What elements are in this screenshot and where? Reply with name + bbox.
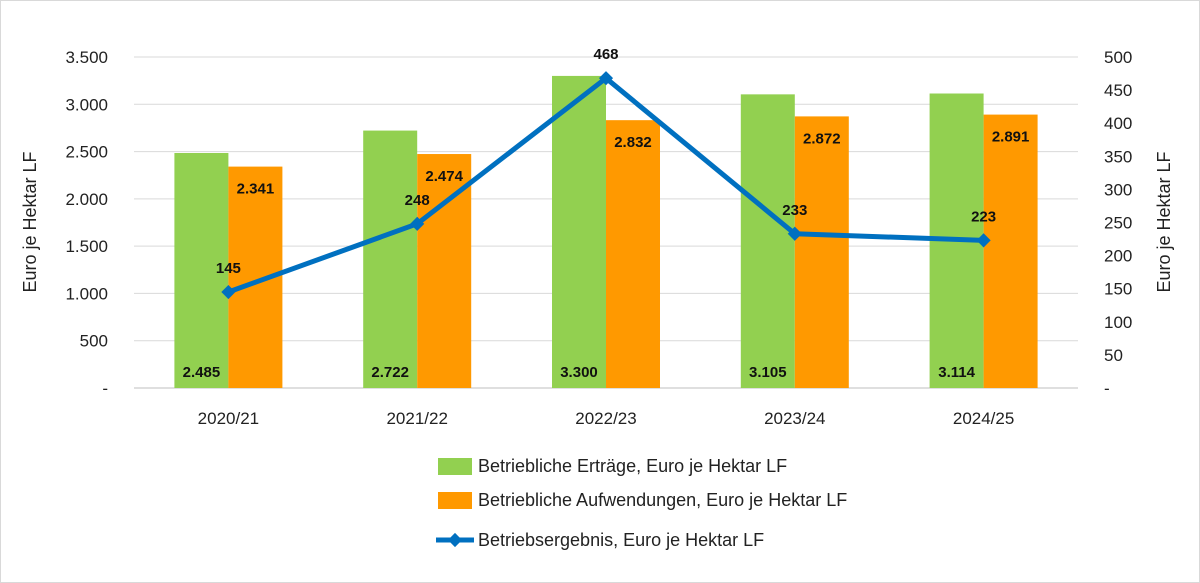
right-axis-title: Euro je Hektar LF <box>1154 151 1174 292</box>
left-tick-label: 3.500 <box>65 48 108 67</box>
bar-aufwendungen <box>794 116 849 388</box>
legend-label-aufwendungen: Betriebliche Aufwendungen, Euro je Hekta… <box>478 490 847 510</box>
data-label-aufwendungen: 2.341 <box>237 181 275 198</box>
x-tick-label: 2023/24 <box>764 409 825 428</box>
bar-ertraege <box>363 130 418 388</box>
x-axis-ticks: 2020/21 2021/22 2022/23 2023/24 2024/25 <box>198 409 1015 428</box>
data-label-aufwendungen: 2.891 <box>992 129 1030 146</box>
legend-label-betriebsergebnis: Betriebsergebnis, Euro je Hektar LF <box>478 530 764 550</box>
line-marker <box>598 71 614 86</box>
line-marker <box>410 216 425 231</box>
data-label-betriebsergebnis: 223 <box>971 208 996 225</box>
data-label-aufwendungen: 2.832 <box>614 134 652 151</box>
x-tick-label: 2021/22 <box>386 409 447 428</box>
right-tick-label: 400 <box>1104 114 1132 133</box>
data-label-aufwendungen: 2.474 <box>425 168 463 185</box>
bar-ertraege <box>174 152 229 388</box>
right-tick-label: 250 <box>1104 214 1132 233</box>
x-tick-label: 2024/25 <box>953 409 1014 428</box>
left-tick-label: 3.000 <box>65 95 108 114</box>
right-tick-label: - <box>1104 379 1110 398</box>
x-tick-label: 2022/23 <box>575 409 636 428</box>
left-tick-label: - <box>102 379 108 398</box>
right-tick-label: 50 <box>1104 346 1123 365</box>
data-label-betriebsergebnis: 145 <box>216 260 241 277</box>
line-marker <box>787 226 802 241</box>
profit-line <box>221 71 991 300</box>
right-tick-label: 100 <box>1104 313 1132 332</box>
left-tick-label: 2.000 <box>65 190 108 209</box>
data-label-betriebsergebnis: 233 <box>782 202 807 219</box>
line-marker <box>221 284 236 300</box>
left-axis-ticks: - 500 1.000 1.500 2.000 2.500 3.000 3.500 <box>65 48 108 398</box>
legend-label-ertraege: Betriebliche Erträge, Euro je Hektar LF <box>478 456 787 476</box>
legend-marker-betriebsergebnis <box>447 532 463 548</box>
data-label-betriebsergebnis: 468 <box>593 46 618 63</box>
left-tick-label: 2.500 <box>65 143 108 162</box>
right-tick-label: 200 <box>1104 247 1132 266</box>
bar-ertraege <box>740 94 795 388</box>
bar-aufwendungen <box>983 114 1038 389</box>
left-tick-label: 500 <box>80 332 108 351</box>
bar-aufwendungen <box>417 154 472 388</box>
left-axis-title: Euro je Hektar LF <box>20 151 40 292</box>
data-label-ertraege: 3.105 <box>749 364 787 381</box>
legend-swatch-ertraege <box>438 458 472 475</box>
bar-ertraege <box>552 75 606 389</box>
legend: Betriebliche Erträge, Euro je Hektar LF … <box>436 456 847 550</box>
data-label-ertraege: 2.485 <box>183 364 221 381</box>
x-tick-label: 2020/21 <box>198 409 259 428</box>
data-label-aufwendungen: 2.872 <box>803 130 841 147</box>
legend-swatch-aufwendungen <box>438 492 472 509</box>
right-tick-label: 350 <box>1104 147 1132 166</box>
left-tick-label: 1.000 <box>65 284 108 303</box>
left-tick-label: 1.500 <box>65 237 108 256</box>
right-tick-label: 500 <box>1104 48 1132 67</box>
data-label-ertraege: 3.300 <box>560 364 598 381</box>
data-label-betriebsergebnis: 248 <box>405 192 430 209</box>
right-tick-label: 450 <box>1104 81 1132 100</box>
data-labels: 2.485 2.341 2.722 2.474 3.300 2.832 3.105 2.872… <box>183 46 1030 381</box>
right-tick-label: 150 <box>1104 280 1132 299</box>
right-tick-label: 300 <box>1104 180 1132 199</box>
data-label-ertraege: 2.722 <box>371 364 409 381</box>
bar-aufwendungen <box>606 120 660 389</box>
right-axis-ticks: - 50 100 150 200 250 300 350 400 450 500 <box>1104 48 1132 398</box>
data-label-ertraege: 3.114 <box>938 364 975 381</box>
line-marker <box>976 233 991 248</box>
